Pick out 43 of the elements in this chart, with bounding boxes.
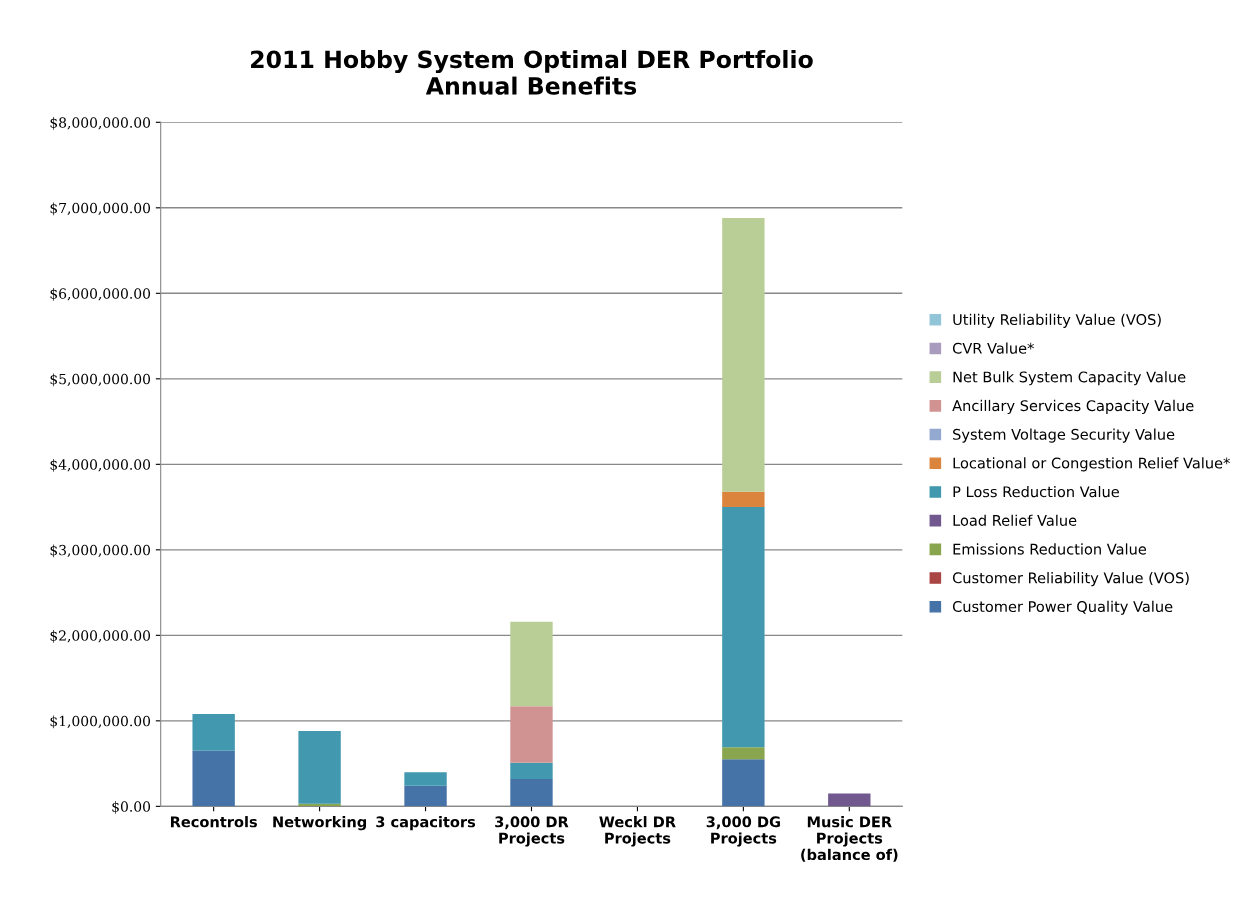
bar xyxy=(510,778,553,807)
legend-label: Locational or Congestion Relief Value* xyxy=(953,457,1230,472)
legend-label: System Voltage Security Value xyxy=(953,428,1175,443)
bar xyxy=(298,731,341,804)
bar xyxy=(510,762,553,779)
legend-label: Utility Reliability Value (VOS) xyxy=(953,313,1161,328)
x-tick-label: Recontrols xyxy=(170,816,257,828)
bar xyxy=(722,491,765,508)
x-tick-label: 3,000 DR Projects xyxy=(495,816,569,847)
x-tick-label: Weckl DR Projects xyxy=(599,816,676,847)
legend-label: Customer Reliability Value (VOS) xyxy=(952,572,1189,587)
bar xyxy=(404,785,447,807)
bar xyxy=(510,706,553,763)
bar xyxy=(404,772,447,786)
y-tick-label: $7,000,000.00 xyxy=(50,202,151,216)
bar xyxy=(722,218,765,492)
y-tick-label: $0.00 xyxy=(112,801,151,814)
y-tick-label: $1,000,000.00 xyxy=(50,715,151,729)
bar xyxy=(722,507,765,748)
legend-label: Emissions Reduction Value xyxy=(953,543,1147,555)
bar xyxy=(828,793,871,807)
bar xyxy=(722,759,765,807)
x-tick-label: Music DER Projects (balance of) xyxy=(801,816,898,862)
x-tick-label: Networking xyxy=(273,816,366,831)
bar xyxy=(722,747,765,760)
y-tick-label: $6,000,000.00 xyxy=(50,288,151,301)
x-tick-label: 3,000 DG Projects xyxy=(706,816,780,847)
x-tick-label: 3 capacitors xyxy=(376,816,476,831)
bar xyxy=(510,621,553,707)
legend-label: Net Bulk System Capacity Value xyxy=(953,371,1186,386)
legend-label: Customer Power Quality Value xyxy=(952,600,1173,615)
legend-label: Ancillary Services Capacity Value xyxy=(952,399,1194,414)
bar xyxy=(192,750,235,807)
legend-label: Load Relief Value xyxy=(953,514,1077,526)
y-tick-label: $4,000,000.00 xyxy=(50,459,151,472)
chart-title: 2011 Hobby System Optimal DER Portfolio Annual Benefits xyxy=(251,49,813,95)
y-tick-label: $8,000,000.00 xyxy=(50,117,151,130)
bar xyxy=(192,714,235,751)
y-tick-label: $3,000,000.00 xyxy=(50,544,151,558)
legend-label: CVR Value* xyxy=(952,342,1034,354)
y-tick-label: $5,000,000.00 xyxy=(50,373,151,387)
y-tick-label: $2,000,000.00 xyxy=(50,630,151,643)
legend-label: P Loss Reduction Value xyxy=(953,485,1119,498)
